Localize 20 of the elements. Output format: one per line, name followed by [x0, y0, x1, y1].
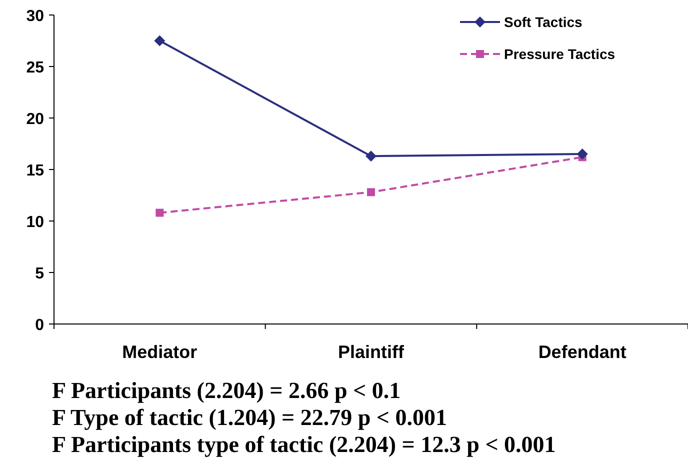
y-tick-label: 30 — [26, 8, 44, 25]
legend-label: Soft Tactics — [504, 14, 583, 30]
text: F Type of tactic (1.204) = 22.79 p < 0.001 — [52, 405, 448, 430]
point — [366, 150, 376, 162]
point — [156, 208, 164, 217]
y-tick-label: 20 — [26, 111, 44, 128]
text: F Participants (2.204) = 2.66 p < 0.1 — [52, 378, 401, 403]
y-tick-label: 25 — [26, 60, 44, 76]
point — [367, 188, 375, 196]
x-tick-label: Defendant — [538, 342, 626, 362]
x-tick-label: Mediator — [122, 342, 198, 362]
legend-label: Pressure Tactics — [504, 46, 616, 62]
point — [576, 148, 588, 160]
y-tick-label: 0 — [35, 317, 44, 334]
x-tick-label: Plaintiff — [338, 342, 406, 362]
text: F Participants type of tactic (2.204) = 12.3 p < 0.001 — [52, 432, 556, 457]
y-tick-label: 5 — [35, 266, 44, 282]
y-tick-label: 10 — [26, 214, 44, 231]
y-tick-label: 15 — [26, 162, 44, 180]
point — [154, 35, 166, 46]
